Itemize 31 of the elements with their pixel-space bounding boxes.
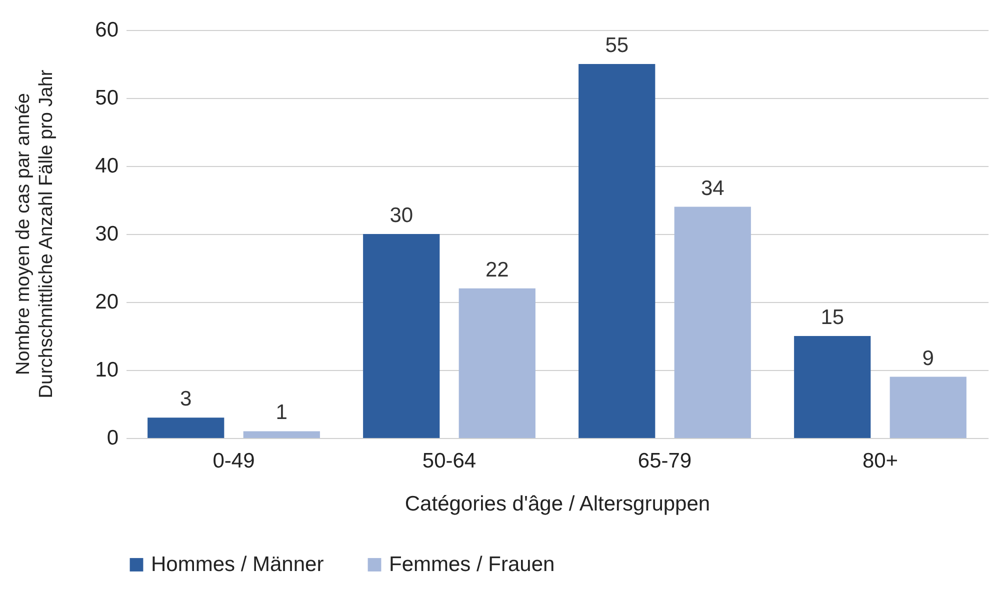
y-tick-label: 20: [95, 290, 118, 314]
bar: [458, 288, 536, 438]
bar: [363, 234, 440, 438]
data-label: 55: [605, 34, 629, 57]
x-tick-label: 50-64: [422, 450, 476, 472]
data-label: 1: [276, 401, 288, 424]
data-label: 9: [922, 346, 934, 370]
y-tick-label: 60: [95, 18, 118, 42]
bar: [578, 64, 656, 438]
bar: [674, 206, 751, 438]
data-label: 22: [485, 258, 509, 282]
y-tick-label: 40: [95, 154, 118, 178]
y-tick-label: 50: [95, 86, 118, 110]
y-axis-title: Nombre moyen de cas par année Durchschnittliche Anzahl Fälle pro Jahr: [13, 69, 57, 398]
bar: [890, 376, 966, 438]
legend-label: Hommes / Männer: [151, 552, 324, 576]
x-tick-label: 80+: [862, 450, 898, 472]
data-label: 15: [820, 306, 844, 329]
data-label: 34: [700, 176, 725, 200]
legend-label: Femmes / Frauen: [389, 552, 555, 576]
y-tick-label: 10: [95, 358, 118, 382]
bar: [243, 431, 320, 438]
data-label: 30: [390, 204, 414, 227]
data-label: 3: [180, 388, 192, 411]
y-tick-label: 30: [95, 222, 118, 246]
x-tick-label: 0-49: [212, 450, 255, 472]
bar: [148, 418, 224, 438]
x-tick-label: 65-79: [638, 450, 692, 472]
x-axis-title: Catégories d'âge / Altersgruppen: [404, 492, 710, 516]
bar: [794, 336, 871, 438]
y-tick-label: 0: [106, 426, 118, 450]
